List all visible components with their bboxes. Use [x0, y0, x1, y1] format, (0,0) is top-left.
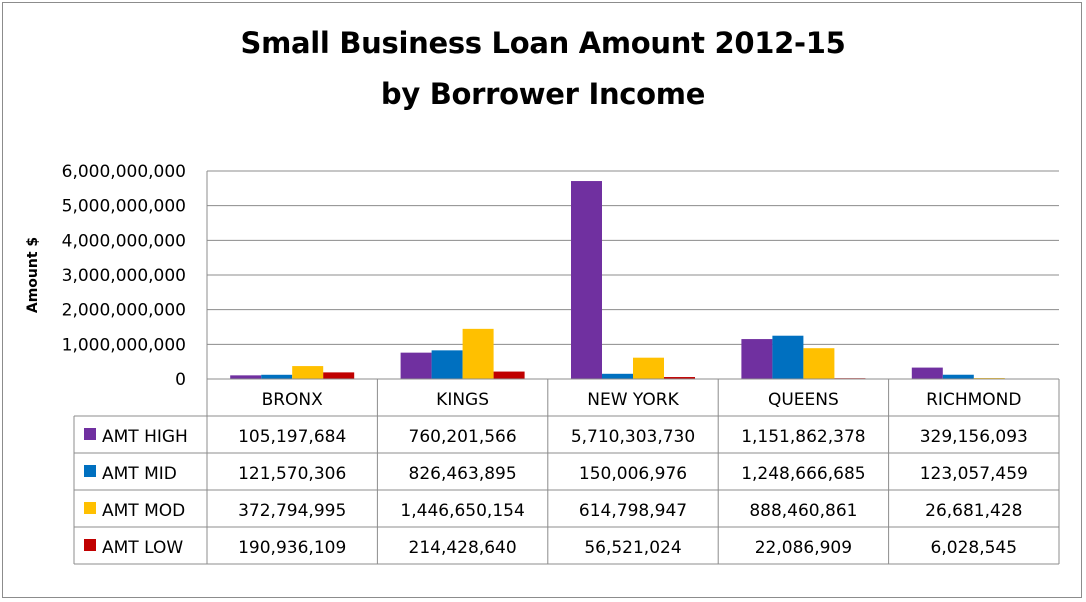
bar-amt-low: [493, 371, 525, 379]
chart-title: Small Business Loan Amount 2012-15: [240, 26, 846, 60]
y-tick-label: 6,000,000,000: [62, 162, 186, 182]
data-label: 6,028,545: [931, 538, 1018, 558]
y-tick-label: 1,000,000,000: [62, 335, 186, 355]
data-label: 372,794,995: [238, 501, 346, 521]
bar-amt-mod: [292, 366, 324, 379]
bar-amt-high: [571, 181, 602, 379]
bar-amt-high: [400, 352, 432, 379]
legend-label: AMT MOD: [102, 501, 185, 521]
data-label: 329,156,093: [920, 427, 1028, 447]
data-label: 888,460,861: [749, 501, 857, 521]
legend-swatch: [84, 539, 96, 551]
category-label: RICHMOND: [926, 390, 1021, 410]
y-axis-label: Amount $: [25, 237, 41, 313]
data-label: 121,570,306: [238, 464, 346, 484]
bar-amt-mod: [803, 348, 835, 379]
data-label: 22,086,909: [755, 538, 852, 558]
bar-amt-high: [911, 367, 943, 379]
chart-subtitle: by Borrower Income: [380, 77, 706, 111]
bar-amt-mod: [462, 328, 494, 379]
gridlines: [207, 170, 1059, 345]
data-label: 1,151,862,378: [741, 427, 865, 447]
legend-swatch: [84, 428, 96, 440]
data-label: 105,197,684: [238, 427, 346, 447]
data-label: 190,936,109: [238, 538, 346, 558]
data-label: 56,521,024: [584, 538, 681, 558]
y-tick-label: 3,000,000,000: [62, 266, 186, 286]
legend-swatch: [84, 465, 96, 477]
category-label: KINGS: [436, 390, 489, 410]
bar-amt-mod: [633, 357, 664, 379]
bar-amt-mid: [261, 374, 293, 379]
data-label: 5,710,303,730: [571, 427, 695, 447]
y-tick-label: 4,000,000,000: [62, 231, 186, 251]
bar-amt-low: [323, 372, 355, 379]
bar-amt-mid: [431, 350, 463, 379]
data-label: 214,428,640: [409, 538, 517, 558]
data-label: 1,446,650,154: [400, 501, 524, 521]
bars: [230, 181, 1036, 379]
bar-amt-low: [664, 377, 695, 379]
category-label: NEW YORK: [587, 390, 679, 410]
category-label: QUEENS: [768, 390, 839, 410]
bar-amt-mid: [602, 373, 633, 379]
data-label: 760,201,566: [409, 427, 517, 447]
data-label: 123,057,459: [920, 464, 1028, 484]
y-tick-label: 2,000,000,000: [62, 301, 186, 321]
data-label: 1,248,666,685: [741, 464, 865, 484]
y-tick-label: 0: [175, 370, 186, 390]
axes: 0 1,000,000,000 2,000,000,000 3,000,000,000…: [62, 162, 1059, 390]
data-table: BRONX KINGS NEW YORK QUEENS RICHMOND AMT HIGH…: [73, 379, 1060, 565]
data-label: 614,798,947: [579, 501, 687, 521]
y-tick-label: 5,000,000,000: [62, 197, 186, 217]
legend-swatch: [84, 502, 96, 514]
category-label: BRONX: [262, 390, 324, 410]
data-label: 826,463,895: [409, 464, 517, 484]
bar-amt-mid: [772, 335, 804, 379]
data-label: 150,006,976: [579, 464, 687, 484]
bar-amt-mid: [942, 374, 974, 379]
legend-label: AMT MID: [102, 464, 177, 484]
legend-label: AMT HIGH: [102, 427, 188, 447]
legend-label: AMT LOW: [102, 538, 183, 558]
data-label: 26,681,428: [925, 501, 1022, 521]
bar-amt-high: [741, 339, 773, 379]
bar-amt-high: [230, 375, 262, 379]
